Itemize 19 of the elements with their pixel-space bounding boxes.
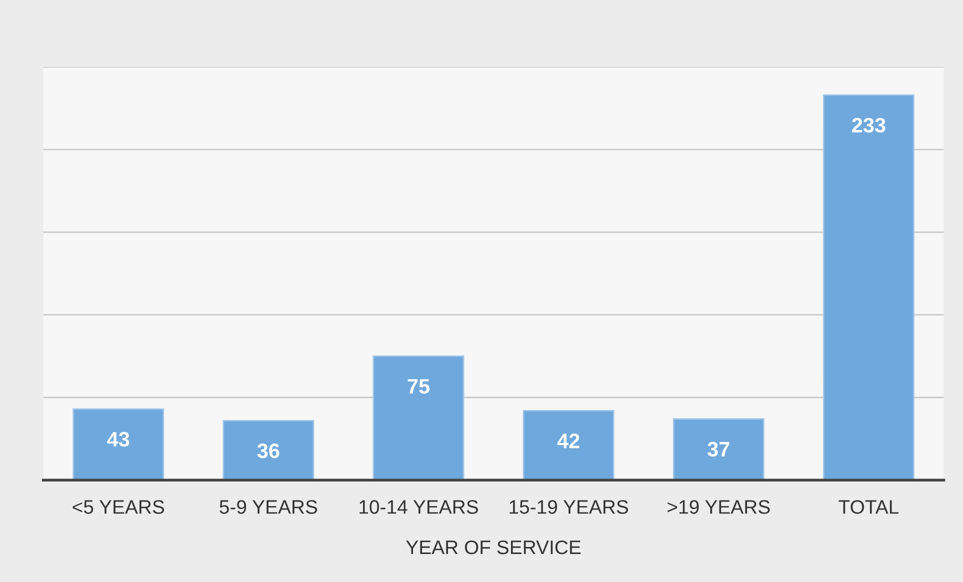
data-label: 37 bbox=[708, 442, 730, 457]
x-tick-label: 5-9 YEARS bbox=[220, 500, 318, 514]
data-label: 42 bbox=[557, 434, 580, 448]
bar bbox=[372, 355, 464, 480]
x-tick-label: TOTAL bbox=[838, 500, 899, 514]
bar bbox=[222, 420, 314, 480]
data-label: 36 bbox=[257, 443, 280, 458]
data-label: 43 bbox=[107, 432, 130, 447]
data-label: 233 bbox=[852, 118, 886, 133]
x-tick-label: 15-19 YEARS bbox=[510, 500, 628, 514]
bar bbox=[822, 94, 914, 480]
bar bbox=[672, 418, 764, 480]
bar bbox=[72, 408, 164, 480]
x-axis-title: YEAR OF SERVICE bbox=[406, 540, 581, 554]
bar bbox=[522, 410, 614, 480]
x-tick-label: <5 YEARS bbox=[72, 500, 164, 514]
data-label: 75 bbox=[408, 379, 430, 394]
x-tick-label: 10-14 YEARS bbox=[360, 500, 478, 514]
x-tick-label: >19 YEARS bbox=[668, 500, 770, 514]
